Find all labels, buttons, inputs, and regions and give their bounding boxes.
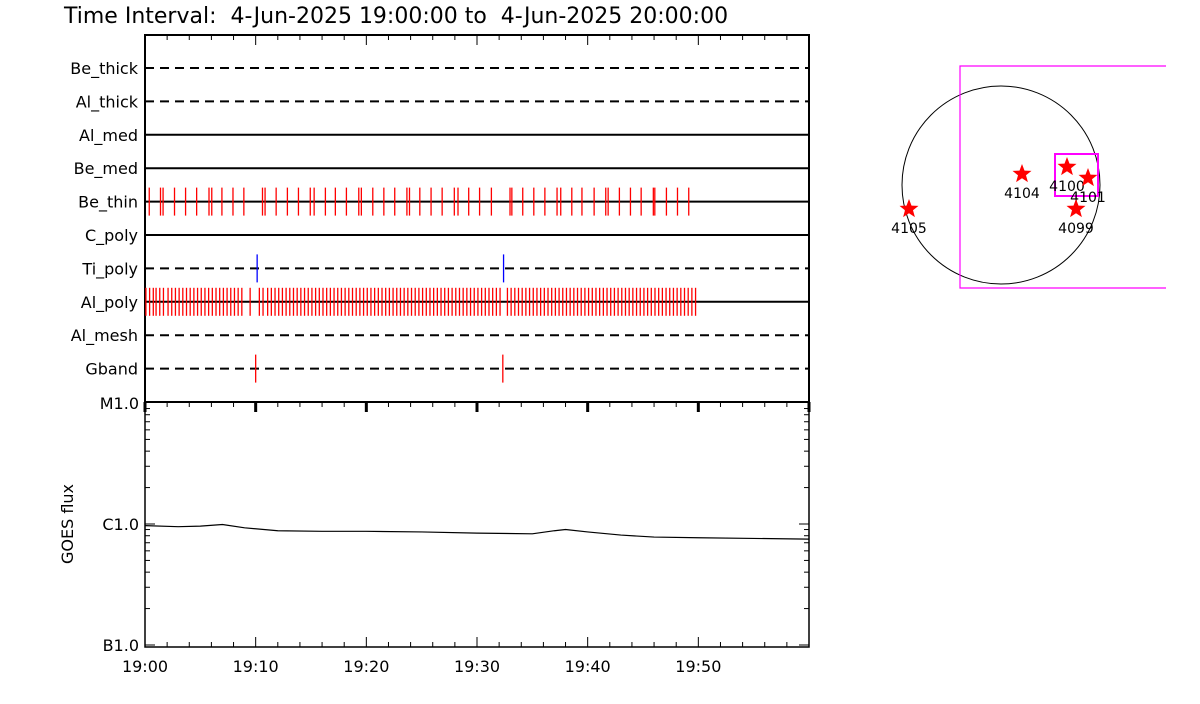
x-tick-label: 19:30 bbox=[454, 657, 500, 676]
filter-timeline-panel: Be_thick Al_thick Al_med Be_med Be_thin C_pol… bbox=[70, 34, 810, 403]
x-tick-label: 19:10 bbox=[233, 657, 279, 676]
filter-label-be_thin: Be_thin bbox=[78, 193, 138, 213]
time-interval-title: Time Interval: 4-Jun-2025 19:00:00 to 4-… bbox=[63, 4, 728, 29]
y-tick-label: M1.0 bbox=[100, 394, 139, 413]
goes-flux-panel: B1.0 C1.0 M1.0 GOES flux 19:00 19:10 19:20 19:3… bbox=[58, 394, 811, 676]
filter-label-al_mesh: Al_mesh bbox=[71, 326, 138, 346]
active-region-label: 4101 bbox=[1070, 190, 1106, 206]
filter-label-be_med: Be_med bbox=[74, 159, 138, 179]
x-tick-label: 19:50 bbox=[675, 657, 721, 676]
filter-label-c_poly: C_poly bbox=[85, 226, 138, 246]
active-region-label: 4104 bbox=[1004, 186, 1040, 202]
filter-label-ti_poly: Ti_poly bbox=[81, 259, 138, 279]
y-axis-label: GOES flux bbox=[58, 484, 77, 564]
filter-label-be_thick: Be_thick bbox=[70, 59, 138, 79]
active-region-star-icon bbox=[1057, 157, 1077, 176]
x-tick-label: 19:00 bbox=[122, 657, 168, 676]
active-region-label: 4100 bbox=[1049, 179, 1085, 195]
filter-label-gband: Gband bbox=[85, 360, 138, 379]
solar-disk-outline bbox=[901, 85, 1101, 285]
x-tick-label: 19:40 bbox=[565, 657, 611, 676]
active-region-star-icon bbox=[1012, 164, 1032, 183]
active-region-star-icon bbox=[1066, 199, 1086, 218]
active-region-label: 4099 bbox=[1058, 221, 1094, 237]
active-region-star-icon bbox=[899, 199, 919, 218]
xrt-fov-box bbox=[959, 65, 1166, 289]
y-tick-label: C1.0 bbox=[102, 515, 139, 534]
xrt-target-box bbox=[1054, 153, 1099, 197]
x-tick-label: 19:20 bbox=[343, 657, 389, 676]
goes-frame bbox=[144, 401, 810, 648]
active-region-star-icon bbox=[1078, 168, 1098, 187]
goes-flux-line bbox=[144, 523, 810, 540]
filter-label-al_med: Al_med bbox=[79, 126, 138, 146]
active-region-label: 4105 bbox=[891, 221, 927, 237]
filter-label-al_poly: Al_poly bbox=[81, 293, 138, 313]
filter-label-al_thick: Al_thick bbox=[76, 92, 139, 112]
timeline-frame bbox=[144, 34, 810, 403]
y-tick-label: B1.0 bbox=[103, 636, 139, 655]
